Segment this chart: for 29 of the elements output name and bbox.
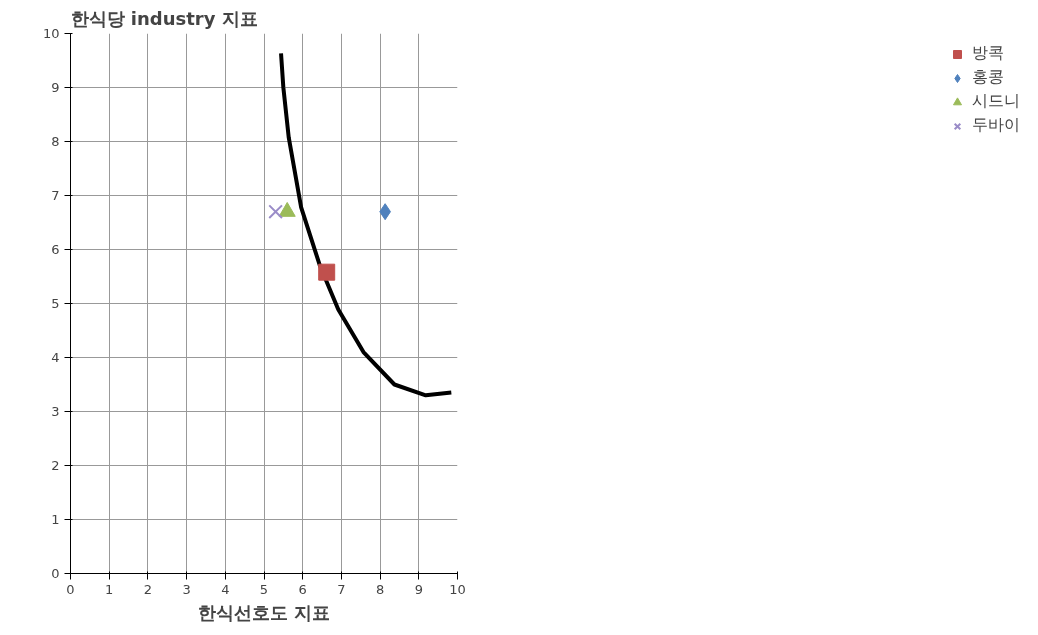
legend-label: 방콕 [972, 43, 1004, 64]
y-tick-label: 8 [51, 134, 60, 149]
x-tick-label: 1 [105, 581, 114, 597]
x-tick-label: 9 [414, 581, 423, 597]
y-tick-label: 4 [51, 350, 60, 365]
y-axis-title: 한식당 industry 지표 [70, 7, 258, 29]
y-tick-label: 2 [51, 458, 60, 473]
x-tick-label: 5 [259, 581, 269, 597]
y-tick-label: 0 [51, 566, 60, 581]
y-tick-label: 9 [51, 80, 60, 95]
legend-label: 홍콩 [972, 67, 1004, 88]
x-tick-label: 8 [375, 581, 385, 597]
x-axis-title: 한식선호도 지표 [197, 601, 331, 623]
x-tick-label: 7 [337, 581, 346, 597]
y-tick-label: 1 [51, 512, 60, 527]
x-tick-label: 6 [298, 581, 307, 597]
y-tick-label: 10 [42, 26, 60, 41]
x-tick-label: 0 [66, 581, 75, 597]
line-series [279, 51, 454, 398]
x-tick-label: 2 [143, 581, 153, 597]
x-tick-label: 4 [221, 581, 230, 597]
x-tick-label: 10 [449, 581, 466, 597]
legend-label: 두바이 [972, 115, 1020, 136]
x-tick-label: 3 [182, 581, 191, 597]
y-tick-label: 3 [51, 404, 60, 419]
y-tick-label: 7 [51, 188, 60, 203]
legend-label: 시드니 [972, 91, 1020, 112]
y-tick-label: 5 [51, 296, 60, 311]
y-tick-label: 6 [51, 242, 60, 257]
